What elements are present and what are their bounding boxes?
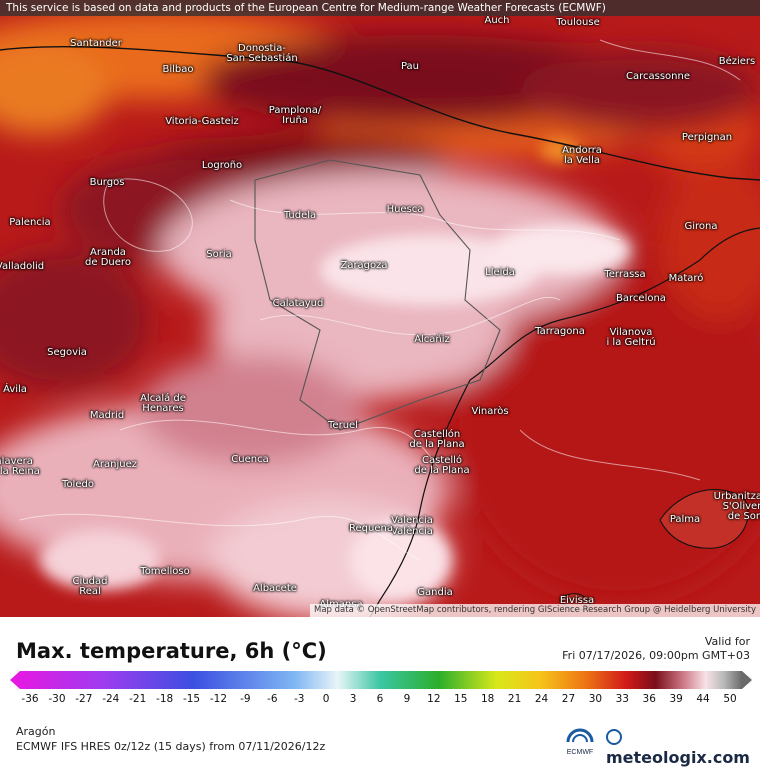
scale-tick-label: 12 <box>427 693 441 705</box>
scale-tick-label: -27 <box>75 693 93 705</box>
meteologix-logo[interactable]: meteologix.com <box>606 729 760 767</box>
city-label: Valladolid <box>0 261 45 272</box>
ecmwf-logo-text: ECMWF <box>567 749 593 756</box>
scale-tick-label: 9 <box>403 693 411 705</box>
scale-tick-label: 24 <box>534 693 549 705</box>
city-label: Mataró <box>668 273 704 284</box>
legend-panel: Max. temperature, 6h (°C) Valid for Fri … <box>0 617 760 767</box>
city-label: Tomelloso <box>140 566 190 577</box>
brand-icon <box>606 729 622 745</box>
scale-tick-label: 39 <box>669 693 683 705</box>
map-attribution: Map data © OpenStreetMap contributors, r… <box>310 604 760 617</box>
city-label: Vitoria-Gasteiz <box>165 116 239 127</box>
city-label: Palencia <box>9 217 51 228</box>
city-label: Alcañiz <box>414 334 450 345</box>
city-label: Alcalá de Henares <box>140 393 186 414</box>
city-label: Pamplona/Iruña <box>268 105 322 126</box>
weather-map[interactable]: Auch Toulouse Santander Donostia- San Sebast… <box>0 0 760 617</box>
data-source-banner: This service is based on data and produc… <box>0 0 760 16</box>
scale-tick-label: 6 <box>376 693 384 705</box>
city-label: Logroño <box>201 160 243 171</box>
scale-tick-label: -6 <box>267 693 278 705</box>
city-label: Lleida <box>485 267 515 278</box>
scale-tick-label: -3 <box>293 693 305 705</box>
city-label: Ávila <box>3 384 27 395</box>
scale-tick-label: 0 <box>322 693 330 705</box>
scale-tick-label: 21 <box>507 693 522 705</box>
city-label: Eivissa <box>559 595 595 606</box>
city-label: Tarragona <box>535 326 585 337</box>
city-label: Bilbao <box>162 64 194 75</box>
temperature-field <box>0 0 760 617</box>
scale-tick-label: 33 <box>615 693 629 705</box>
city-label: Barcelona <box>616 293 666 304</box>
city-label: Gandia <box>417 587 453 598</box>
scale-tick-label: 27 <box>561 693 576 705</box>
city-label: Béziers <box>718 56 756 67</box>
city-label: Segovia <box>47 347 87 358</box>
scale-tick-label: 30 <box>588 693 603 705</box>
city-label: Carcassonne <box>626 71 690 82</box>
scale-tick-label: -24 <box>102 693 120 705</box>
scale-tick-label: -12 <box>209 693 228 705</box>
city-label: València <box>391 526 433 537</box>
scale-tick-label: 50 <box>723 693 737 705</box>
city-label: Santander <box>70 38 122 49</box>
scale-tick-label: -21 <box>129 693 147 705</box>
color-scale-bar <box>10 671 752 689</box>
city-label: Aranda de Duero <box>85 247 131 268</box>
scale-tick-label: -9 <box>240 693 251 705</box>
city-label: Zaragoza <box>340 260 388 271</box>
city-label: Huesca <box>386 204 424 215</box>
scale-tick-label: -15 <box>182 693 201 705</box>
region-name: Aragón <box>16 725 56 738</box>
city-label: Perpignan <box>681 132 733 143</box>
city-label: Palma <box>669 514 701 525</box>
city-label: Soria <box>206 249 232 260</box>
city-label: Ciudad Real <box>72 576 108 597</box>
city-label: Requena <box>349 523 393 534</box>
city-label: Pau <box>400 61 420 72</box>
scale-tick-label: 15 <box>454 693 468 705</box>
brand-name: meteologix.com <box>606 748 750 767</box>
city-label: Vilanova i la Geltrú <box>606 327 656 348</box>
map-title: Max. temperature, 6h (°C) <box>16 639 327 663</box>
city-label: Andorra la Vella <box>562 145 602 166</box>
city-label: Calatayud <box>272 298 324 309</box>
city-label: UrbanitzacióS'Oliverade Son <box>713 491 760 522</box>
scale-tick-label: -36 <box>21 693 39 705</box>
city-label: Burgos <box>89 177 125 188</box>
model-run-info: ECMWF IFS HRES 0z/12z (15 days) from 07/… <box>16 740 326 753</box>
scale-tick-label: 3 <box>349 693 357 705</box>
valid-time: Fri 07/17/2026, 09:00pm GMT+03 <box>562 649 750 662</box>
city-label: Girona <box>684 221 718 232</box>
color-scale-ticks: -36 -30 -27 -24 -21 -18 -15 -12 -9 -6 -3 0 3 6 9 12 15 18… <box>10 693 752 707</box>
city-label: Auch <box>484 15 510 26</box>
city-label: Talaverade la Reina <box>0 456 40 477</box>
scale-tick-label: 18 <box>481 693 495 705</box>
city-label: Albacete <box>253 583 297 594</box>
city-label: Castellón de la Plana <box>409 429 465 450</box>
city-label: Tudela <box>283 210 317 221</box>
city-label: Terrassa <box>604 269 646 280</box>
city-label: Valencia <box>391 515 433 526</box>
city-label: Donostia- San Sebastián <box>226 43 298 64</box>
ecmwf-logo: ECMWF <box>566 728 594 756</box>
valid-for-label: Valid for <box>704 635 750 648</box>
city-label: Cuenca <box>231 454 269 465</box>
scale-tick-label: -18 <box>156 693 174 705</box>
city-label: Toulouse <box>556 17 600 28</box>
city-label: Teruel <box>328 420 358 431</box>
city-label: Aranjuez <box>93 459 137 470</box>
scale-tick-label: 44 <box>696 693 710 705</box>
city-label: Castelló de la Plana <box>414 455 470 476</box>
scale-tick-label: 36 <box>642 693 656 705</box>
city-label: Vinaròs <box>471 406 509 417</box>
city-label: Toledo <box>62 479 94 490</box>
scale-tick-label: -30 <box>48 693 66 705</box>
city-label: Madrid <box>89 410 125 421</box>
